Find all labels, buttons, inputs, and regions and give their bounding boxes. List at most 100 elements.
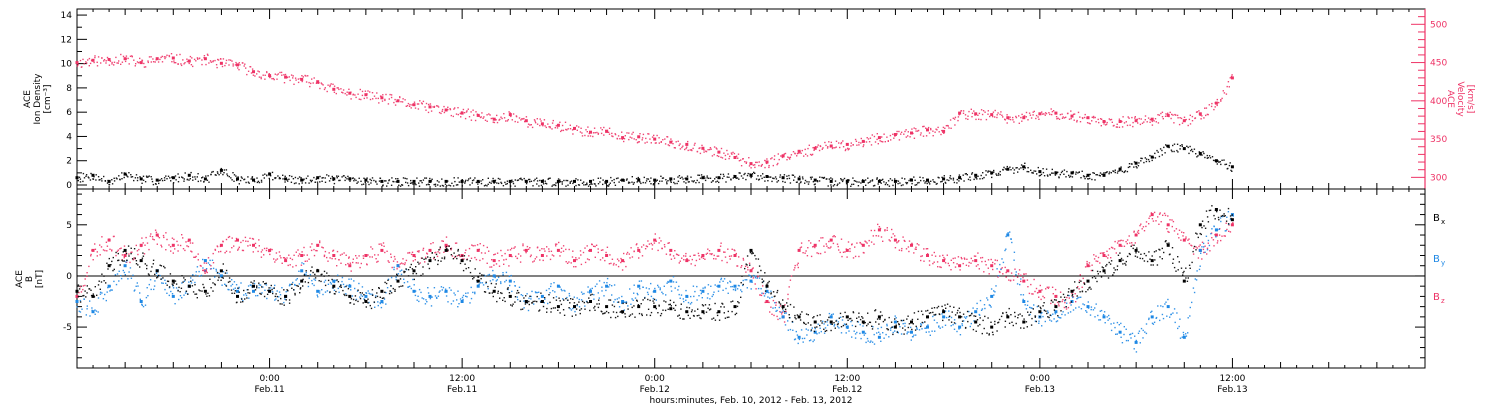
bx-series-point — [669, 307, 672, 310]
velocity-tick-label: 400 — [1430, 97, 1447, 107]
x-tick-date-label: Feb.12 — [640, 385, 670, 395]
velocity-series-point — [332, 88, 335, 91]
bx-series-point — [1006, 315, 1009, 318]
by-series-point — [1103, 315, 1106, 318]
bx-series-point — [894, 326, 897, 329]
velocity-series-point — [188, 60, 191, 63]
velocity-series-point — [846, 143, 849, 146]
by-series-point — [830, 315, 833, 318]
bz-series-point — [573, 259, 576, 262]
density-series-point — [188, 174, 191, 177]
by-series-point — [1022, 300, 1025, 303]
bz-series-point — [172, 244, 175, 247]
by-series-point — [509, 280, 512, 283]
by-series-point — [1199, 249, 1202, 252]
by-series-point — [637, 285, 640, 288]
bx-series-point — [1038, 310, 1041, 313]
bx-series-point — [1103, 269, 1106, 272]
velocity-axis-label-line: [km/s] — [1465, 85, 1475, 114]
by-series-point — [1135, 341, 1138, 344]
by-series-point — [461, 300, 464, 303]
by-series-point — [316, 290, 319, 293]
by-series-point — [1119, 331, 1122, 334]
bx-series-point — [413, 269, 416, 272]
by-series-point — [734, 285, 737, 288]
bx-series-point — [156, 269, 159, 272]
density-series-point — [300, 179, 303, 182]
velocity-series-point — [1151, 118, 1154, 121]
bz-series-point — [958, 264, 961, 267]
density-series-point — [220, 169, 223, 172]
by-series-noise — [76, 211, 1234, 353]
velocity-series-markers — [76, 57, 1234, 166]
density-tick-label: 2 — [66, 157, 72, 167]
density-series-markers — [76, 145, 1234, 183]
x-tick-time-label: 12:00 — [1219, 374, 1245, 384]
bx-series-point — [605, 305, 608, 308]
bx-series-point — [397, 280, 400, 283]
velocity-axis-label-line: ACE — [1445, 90, 1455, 108]
density-axis-label-line: [cm⁻³] — [43, 84, 53, 113]
legend-label: B — [1433, 213, 1440, 224]
bx-series-point — [76, 290, 79, 293]
density-series-point — [204, 177, 207, 180]
bz-series-markers — [76, 213, 1234, 318]
by-series-point — [1183, 336, 1186, 339]
density-axis-label-line: Ion Density — [33, 73, 43, 125]
bx-series-point — [814, 321, 817, 324]
by-series-point — [1151, 315, 1154, 318]
velocity-tick-label: 450 — [1430, 59, 1447, 69]
density-series-point — [364, 179, 367, 182]
bx-series-point — [942, 310, 945, 313]
bx-series-point — [637, 305, 640, 308]
velocity-series-point — [878, 136, 881, 139]
bz-series-point — [1119, 244, 1122, 247]
legend-subscript: z — [1441, 297, 1445, 305]
density-series-point — [1038, 170, 1041, 173]
velocity-series-point — [717, 151, 720, 154]
velocity-series-point — [172, 57, 175, 60]
density-series-point — [589, 180, 592, 183]
bz-series-point — [557, 249, 560, 252]
bx-series-point — [429, 259, 432, 262]
velocity-series-point — [429, 105, 432, 108]
bx-series-point — [220, 269, 223, 272]
bx-series-point — [1167, 244, 1170, 247]
velocity-series-point — [942, 130, 945, 133]
bx-series-point — [284, 295, 287, 298]
bz-series-point — [862, 244, 865, 247]
bx-series-point — [701, 310, 704, 313]
x-tick-time-label: 0:00 — [645, 374, 665, 384]
density-axis-label-line: ACE — [23, 90, 33, 108]
by-series-point — [894, 321, 897, 324]
bx-series-point — [1119, 259, 1122, 262]
velocity-series-point — [541, 122, 544, 125]
x-tick-time-label: 0:00 — [1030, 374, 1050, 384]
bz-series-point — [380, 249, 383, 252]
bx-series-point — [653, 305, 656, 308]
bx-series-markers — [76, 208, 1234, 329]
bx-series-point — [958, 315, 961, 318]
density-tick-label: 10 — [61, 60, 73, 70]
bz-series-point — [894, 239, 897, 242]
bz-series-point — [637, 249, 640, 252]
bz-series-point — [1103, 254, 1106, 257]
density-series-point — [798, 177, 801, 180]
by-series-point — [717, 285, 720, 288]
bz-series-point — [1167, 223, 1170, 226]
bfield-axis-label-line: ACE — [15, 270, 25, 288]
density-series-point — [76, 176, 79, 179]
bz-series-point — [589, 249, 592, 252]
bz-series-point — [685, 259, 688, 262]
by-series-point — [429, 295, 432, 298]
bx-series-point — [1054, 305, 1057, 308]
bz-series-point — [1022, 280, 1025, 283]
bx-series-point — [493, 290, 496, 293]
velocity-tick-label: 500 — [1430, 20, 1447, 30]
bz-series-point — [493, 259, 496, 262]
bx-series-point — [1135, 249, 1138, 252]
velocity-series-point — [236, 63, 239, 66]
bz-series-point — [669, 249, 672, 252]
bz-series-point — [284, 259, 287, 262]
